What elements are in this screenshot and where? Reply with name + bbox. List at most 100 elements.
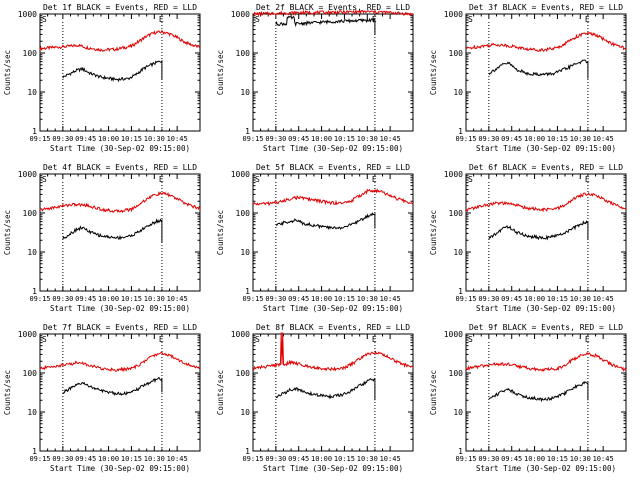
x-tick-label: 10:45 [167, 295, 188, 303]
y-tick-label: 10 [240, 408, 250, 417]
x-tick-label: 10:15 [547, 455, 568, 463]
x-tick-label: 09:30 [52, 135, 73, 143]
x-tick-label: 09:15 [455, 455, 476, 463]
y-axis-label: Counts/sec [216, 210, 225, 255]
y-tick-label: 1000 [444, 10, 463, 19]
x-tick-label: 10:00 [524, 295, 545, 303]
x-axis-label: Start Time (30-Sep-02 09:15:00) [263, 304, 403, 313]
x-tick-label: 10:30 [144, 295, 165, 303]
x-tick-label: 10:15 [121, 135, 142, 143]
x-tick-label: 10:45 [167, 135, 188, 143]
chart-title: Det 2f BLACK = Events, RED = LLD [256, 3, 410, 12]
plot-frame [252, 333, 414, 452]
x-axis-label: Start Time (30-Sep-02 09:15:00) [50, 304, 190, 313]
start-marker-label: S [255, 335, 260, 344]
plot-frame [39, 173, 201, 292]
x-tick-label: 10:15 [334, 295, 355, 303]
x-tick-label: 10:15 [547, 135, 568, 143]
x-axis-label: Start Time (30-Sep-02 09:15:00) [263, 464, 403, 473]
y-tick-label: 1000 [18, 170, 37, 179]
x-tick-label: 09:45 [288, 295, 309, 303]
y-tick-label: 1000 [231, 10, 250, 19]
plot-frame [252, 13, 414, 132]
chart-panel: Det 9f BLACK = Events, RED = LLD 1 10 100 10… [429, 323, 627, 473]
chart-panel: Det 5f BLACK = Events, RED = LLD 1 10 100 10… [216, 163, 414, 313]
chart-panel: Det 1f BLACK = Events, RED = LLD 1 10 100 10… [3, 3, 201, 153]
y-tick-label: 1000 [231, 170, 250, 179]
x-tick-label: 09:30 [52, 295, 73, 303]
x-tick-label: 10:30 [570, 455, 591, 463]
x-tick-label: 10:45 [380, 135, 401, 143]
x-tick-label: 09:45 [75, 135, 96, 143]
y-tick-label: 100 [23, 209, 38, 218]
x-tick-label: 10:30 [570, 295, 591, 303]
start-marker-label: S [255, 15, 260, 24]
lld-series-line [465, 351, 627, 372]
plot-frame [252, 173, 414, 292]
x-tick-label: 10:15 [334, 455, 355, 463]
start-marker-label: S [42, 15, 47, 24]
x-tick-label: 09:30 [478, 455, 499, 463]
y-tick-label: 1 [458, 127, 463, 136]
lld-series-line [465, 192, 627, 213]
x-tick-label: 10:45 [593, 135, 614, 143]
x-tick-label: 10:45 [593, 295, 614, 303]
x-tick-label: 09:15 [242, 455, 263, 463]
x-tick-label: 10:45 [380, 295, 401, 303]
events-series-line [62, 376, 163, 396]
y-tick-label: 100 [236, 209, 251, 218]
x-tick-label: 10:00 [524, 135, 545, 143]
x-tick-label: 09:45 [501, 455, 522, 463]
chart-title: Det 1f BLACK = Events, RED = LLD [43, 3, 197, 12]
plot-frame [465, 333, 627, 452]
x-axis-label: Start Time (30-Sep-02 09:15:00) [476, 464, 616, 473]
x-tick-label: 10:15 [334, 135, 355, 143]
lld-series-line [39, 29, 200, 52]
plot-frame [39, 13, 201, 132]
x-tick-label: 09:30 [478, 295, 499, 303]
y-tick-label: 10 [453, 248, 463, 257]
chart-panel: Det 8f BLACK = Events, RED = LLD 1 10 100 10… [216, 323, 414, 473]
y-tick-label: 1 [32, 287, 37, 296]
y-axis-label: Counts/sec [3, 370, 12, 415]
y-tick-label: 1 [458, 447, 463, 456]
y-axis-label: Counts/sec [429, 370, 438, 415]
x-tick-label: 10:15 [121, 295, 142, 303]
events-series-line [275, 377, 376, 401]
y-tick-label: 100 [236, 49, 251, 58]
lld-series-line [39, 190, 201, 214]
x-tick-label: 09:15 [242, 135, 263, 143]
y-tick-label: 100 [449, 209, 464, 218]
lld-series-line [465, 31, 627, 53]
lld-series-line [252, 332, 414, 372]
x-tick-label: 10:30 [357, 295, 378, 303]
y-tick-label: 1 [32, 127, 37, 136]
x-tick-label: 10:45 [167, 455, 188, 463]
y-axis-label: Counts/sec [216, 50, 225, 95]
start-marker-label: S [468, 175, 473, 184]
events-series-line [275, 15, 376, 35]
end-marker-label: E [159, 335, 164, 344]
events-series-line [488, 220, 589, 241]
x-tick-label: 09:15 [455, 135, 476, 143]
y-tick-label: 100 [236, 369, 251, 378]
chart-title: Det 3f BLACK = Events, RED = LLD [469, 3, 623, 12]
y-tick-label: 1 [458, 287, 463, 296]
y-axis-label: Counts/sec [216, 370, 225, 415]
y-tick-label: 10 [240, 88, 250, 97]
x-tick-label: 09:15 [29, 135, 50, 143]
x-tick-label: 10:30 [570, 135, 591, 143]
start-marker-label: S [468, 15, 473, 24]
chart-title: Det 7f BLACK = Events, RED = LLD [43, 323, 197, 332]
x-axis-label: Start Time (30-Sep-02 09:15:00) [263, 144, 403, 153]
y-tick-label: 100 [23, 369, 38, 378]
x-tick-label: 09:30 [265, 295, 286, 303]
x-tick-label: 09:45 [288, 135, 309, 143]
y-tick-label: 100 [449, 49, 464, 58]
y-tick-label: 1000 [18, 10, 37, 19]
start-marker-label: S [468, 335, 473, 344]
y-axis-label: Counts/sec [429, 210, 438, 255]
x-axis-label: Start Time (30-Sep-02 09:15:00) [476, 304, 616, 313]
end-marker-label: E [585, 15, 590, 24]
x-tick-label: 09:15 [455, 295, 476, 303]
